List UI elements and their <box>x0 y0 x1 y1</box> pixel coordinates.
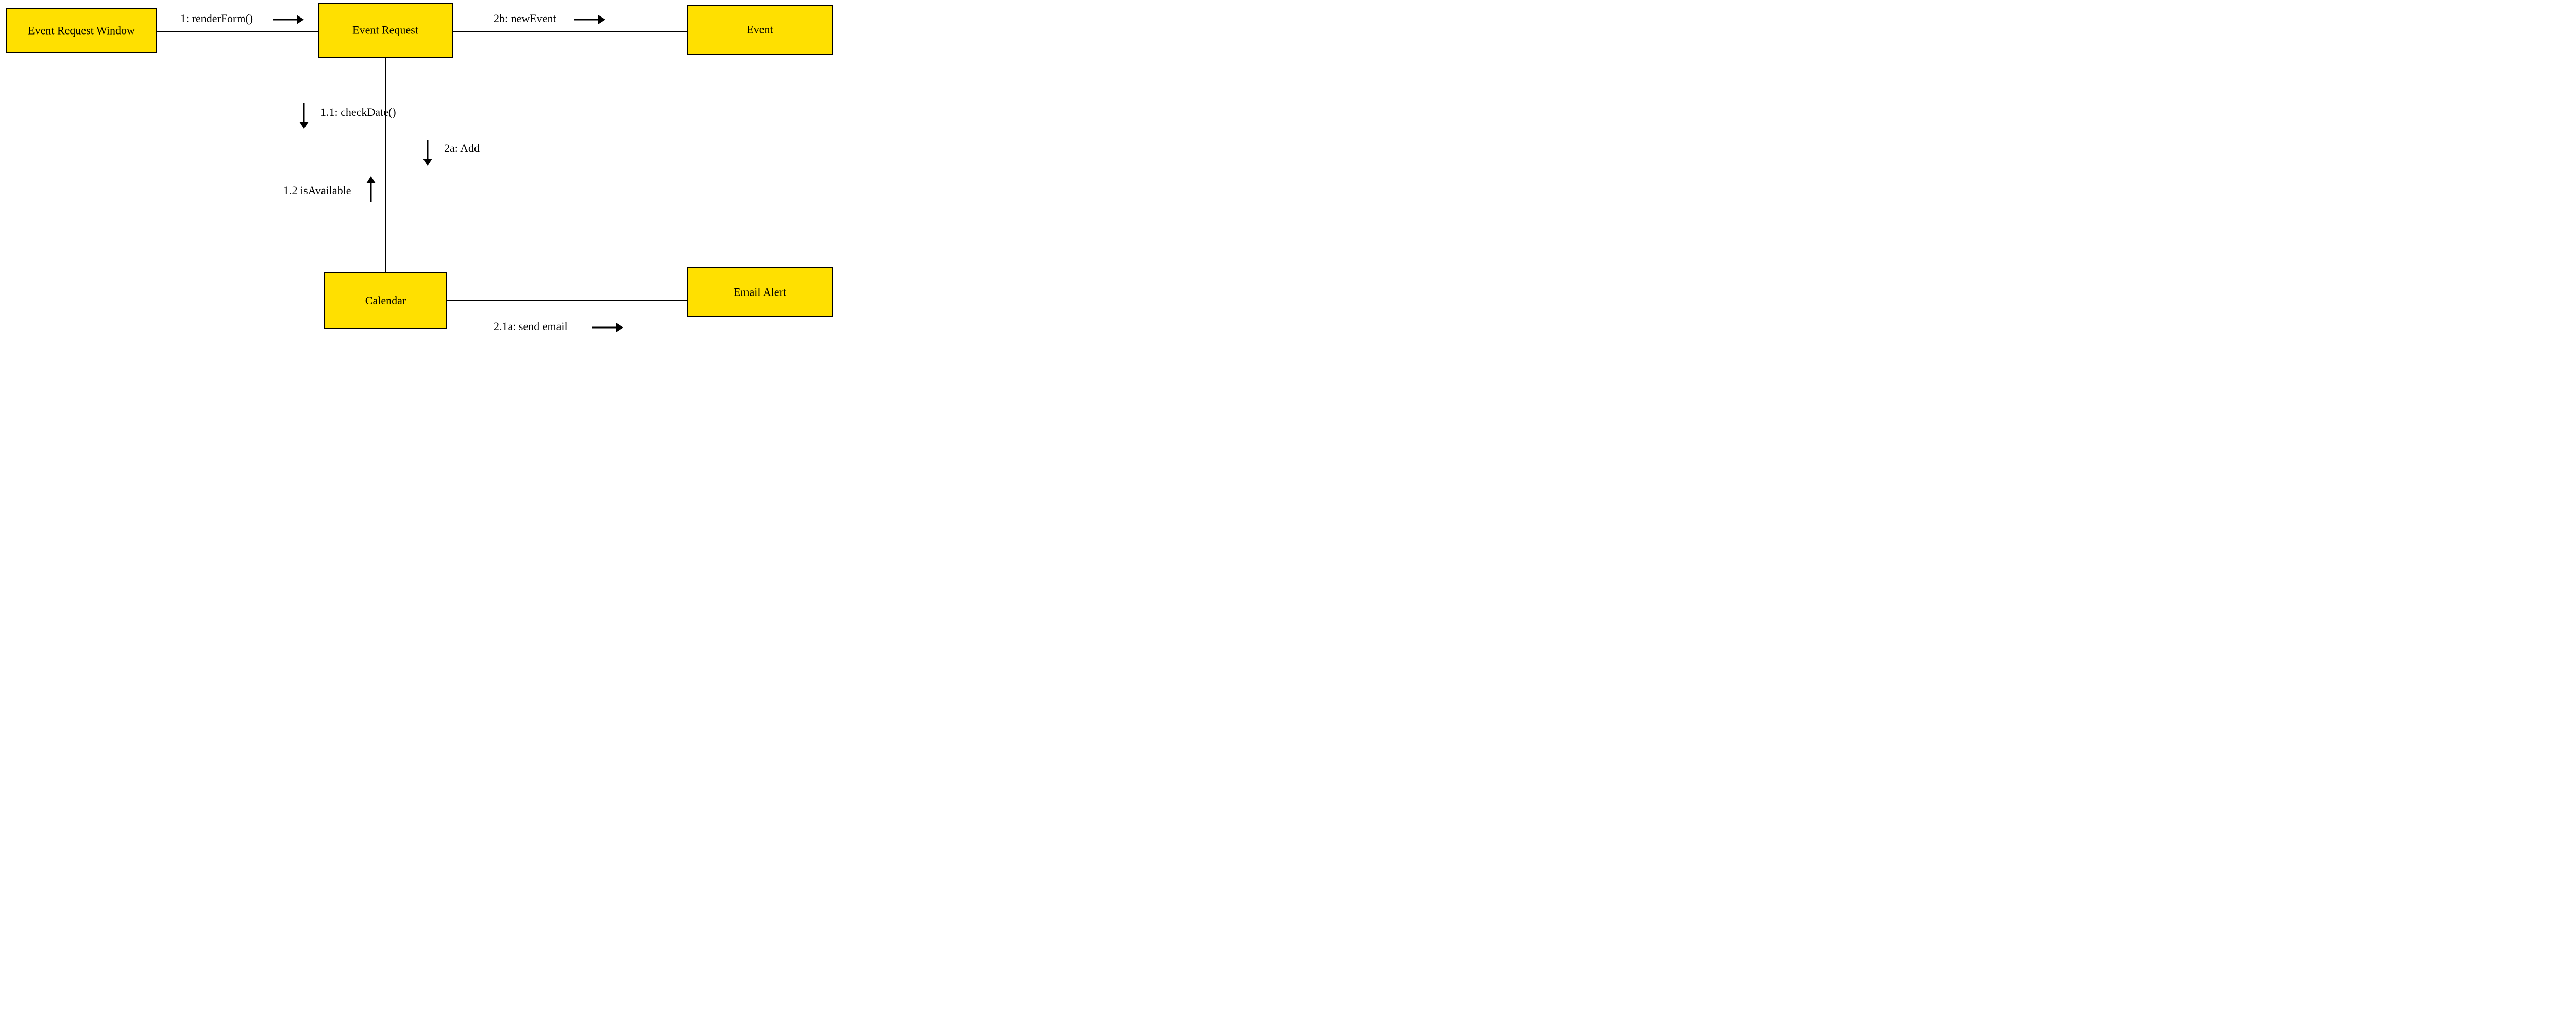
node-email-label: Email Alert <box>734 286 786 299</box>
node-email: Email Alert <box>688 268 832 317</box>
edge-label: 1: renderForm() <box>180 12 253 25</box>
node-event-label: Event <box>747 23 773 36</box>
node-event: Event <box>688 5 832 54</box>
node-calendar: Calendar <box>325 273 447 329</box>
edge-label: 2b: newEvent <box>494 12 556 25</box>
edge-label: 1.2 isAvailable <box>283 184 351 197</box>
node-evreq: Event Request <box>318 3 452 57</box>
direction-arrow-icon <box>592 323 623 332</box>
edge-label: 1.1: checkDate() <box>320 106 396 118</box>
direction-arrow-icon <box>574 15 605 24</box>
collaboration-diagram: Event Request Window Event Request Event Ca… <box>0 0 876 351</box>
direction-arrow-icon <box>299 103 309 129</box>
node-evreq-label: Event Request <box>352 24 418 37</box>
node-calendar-label: Calendar <box>365 294 406 307</box>
direction-arrow-icon <box>366 176 376 202</box>
direction-arrow-icon <box>273 15 304 24</box>
edge-label: 2a: Add <box>444 142 480 154</box>
node-evreqwin-label: Event Request Window <box>28 24 135 37</box>
edge-label: 2.1a: send email <box>494 320 568 333</box>
node-evreqwin: Event Request Window <box>7 9 156 53</box>
direction-arrow-icon <box>423 140 432 166</box>
